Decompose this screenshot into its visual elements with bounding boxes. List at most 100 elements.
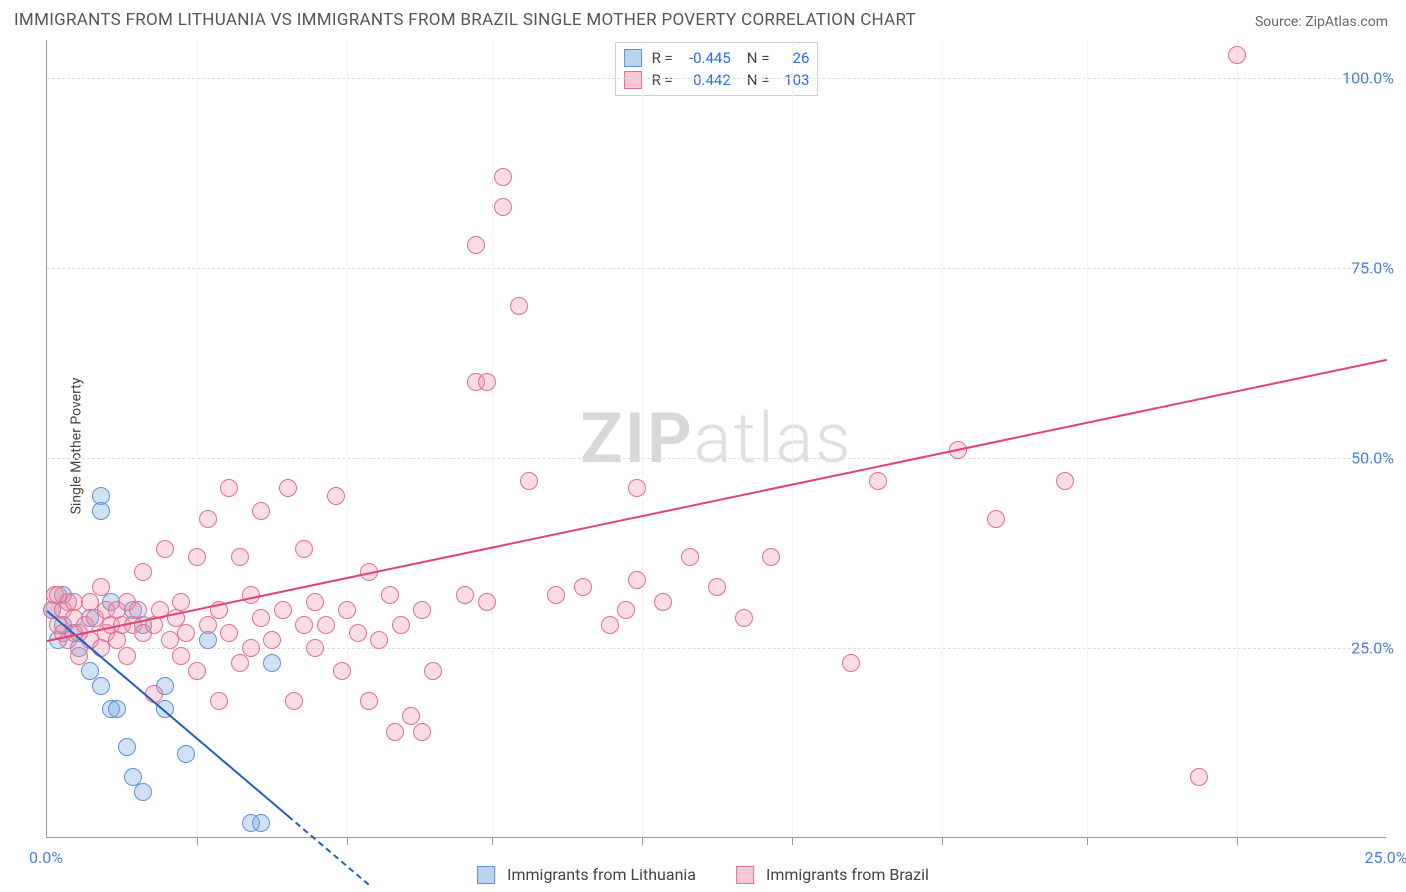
stat-r-value: 0.442 bbox=[679, 69, 731, 91]
scatter-point bbox=[129, 601, 147, 619]
scatter-point bbox=[252, 502, 270, 520]
x-tick bbox=[942, 837, 943, 845]
gridline-vertical bbox=[347, 40, 348, 837]
legend-swatch bbox=[624, 71, 642, 89]
legend-swatch bbox=[736, 866, 754, 884]
scatter-point bbox=[370, 631, 388, 649]
scatter-point bbox=[188, 662, 206, 680]
legend-swatch bbox=[477, 866, 495, 884]
scatter-point bbox=[242, 639, 260, 657]
legend-item: Immigrants from Lithuania bbox=[477, 865, 696, 884]
scatter-point bbox=[295, 540, 313, 558]
scatter-point bbox=[188, 548, 206, 566]
scatter-point bbox=[1228, 46, 1246, 64]
scatter-point bbox=[306, 639, 324, 657]
x-tick-label: 0.0% bbox=[29, 848, 63, 867]
scatter-point bbox=[392, 616, 410, 634]
scatter-point bbox=[134, 783, 152, 801]
gridline-vertical bbox=[1087, 40, 1088, 837]
scatter-point bbox=[574, 578, 592, 596]
y-tick-label: 25.0% bbox=[1351, 639, 1394, 658]
legend-label: Immigrants from Brazil bbox=[766, 865, 929, 884]
gridline-vertical bbox=[942, 40, 943, 837]
x-tick bbox=[1237, 837, 1238, 845]
scatter-point bbox=[92, 677, 110, 695]
scatter-point bbox=[735, 609, 753, 627]
stat-n-label: N = bbox=[747, 69, 770, 91]
gridline-vertical bbox=[197, 40, 198, 837]
scatter-point bbox=[156, 540, 174, 558]
scatter-point bbox=[177, 624, 195, 642]
watermark-bold: ZIP bbox=[580, 398, 693, 480]
scatter-point bbox=[220, 624, 238, 642]
x-tick bbox=[792, 837, 793, 845]
scatter-point bbox=[92, 502, 110, 520]
scatter-point bbox=[252, 609, 270, 627]
scatter-point bbox=[231, 654, 249, 672]
source-name: ZipAtlas.com bbox=[1305, 14, 1388, 30]
scatter-point bbox=[869, 472, 887, 490]
scatter-point bbox=[199, 616, 217, 634]
y-tick-label: 100.0% bbox=[1342, 69, 1394, 88]
watermark-light: atlas bbox=[694, 398, 853, 480]
scatter-point bbox=[118, 647, 136, 665]
scatter-point bbox=[134, 563, 152, 581]
scatter-point bbox=[172, 647, 190, 665]
chart-title: IMMIGRANTS FROM LITHUANIA VS IMMIGRANTS … bbox=[14, 10, 916, 30]
x-tick bbox=[492, 837, 493, 845]
source-label: Source: bbox=[1255, 14, 1305, 30]
watermark: ZIPatlas bbox=[580, 398, 852, 480]
scatter-point bbox=[92, 578, 110, 596]
gridline-horizontal bbox=[47, 458, 1386, 459]
scatter-point bbox=[231, 548, 249, 566]
scatter-point bbox=[172, 593, 190, 611]
trend-line-dashed bbox=[288, 815, 370, 885]
legend-item: Immigrants from Brazil bbox=[736, 865, 929, 884]
scatter-point bbox=[478, 593, 496, 611]
scatter-point bbox=[413, 601, 431, 619]
y-tick-label: 50.0% bbox=[1351, 449, 1394, 468]
scatter-point bbox=[220, 479, 238, 497]
scatter-point bbox=[274, 601, 292, 619]
scatter-point bbox=[520, 472, 538, 490]
scatter-point bbox=[199, 510, 217, 528]
scatter-point bbox=[987, 510, 1005, 528]
scatter-point bbox=[108, 700, 126, 718]
scatter-point bbox=[654, 593, 672, 611]
stat-n-label: N = bbox=[747, 47, 770, 69]
scatter-point bbox=[327, 487, 345, 505]
scatter-plot-area: ZIPatlas R =-0.445N =26R =0.442N =103 bbox=[46, 40, 1386, 838]
stat-r-label: R = bbox=[652, 47, 673, 69]
scatter-point bbox=[424, 662, 442, 680]
x-tick bbox=[1087, 837, 1088, 845]
scatter-point bbox=[386, 723, 404, 741]
gridline-vertical bbox=[1237, 40, 1238, 837]
scatter-point bbox=[456, 586, 474, 604]
scatter-point bbox=[1056, 472, 1074, 490]
series-legend: Immigrants from Lithuania Immigrants from… bbox=[477, 865, 929, 884]
scatter-point bbox=[413, 723, 431, 741]
scatter-point bbox=[628, 479, 646, 497]
scatter-point bbox=[70, 647, 88, 665]
scatter-point bbox=[338, 601, 356, 619]
scatter-point bbox=[263, 631, 281, 649]
scatter-point bbox=[494, 168, 512, 186]
scatter-point bbox=[381, 586, 399, 604]
stats-legend-row: R =0.442N =103 bbox=[624, 69, 810, 91]
scatter-point bbox=[681, 548, 699, 566]
scatter-point bbox=[349, 624, 367, 642]
y-tick-label: 75.0% bbox=[1351, 259, 1394, 278]
scatter-point bbox=[842, 654, 860, 672]
scatter-point bbox=[617, 601, 635, 619]
scatter-point bbox=[295, 616, 313, 634]
gridline-vertical bbox=[642, 40, 643, 837]
stat-r-value: -0.445 bbox=[679, 47, 731, 69]
source-attribution: Source: ZipAtlas.com bbox=[1255, 14, 1388, 30]
scatter-point bbox=[1190, 768, 1208, 786]
x-tick bbox=[347, 837, 348, 845]
scatter-point bbox=[285, 692, 303, 710]
scatter-point bbox=[494, 198, 512, 216]
scatter-point bbox=[762, 548, 780, 566]
scatter-point bbox=[547, 586, 565, 604]
scatter-point bbox=[478, 373, 496, 391]
